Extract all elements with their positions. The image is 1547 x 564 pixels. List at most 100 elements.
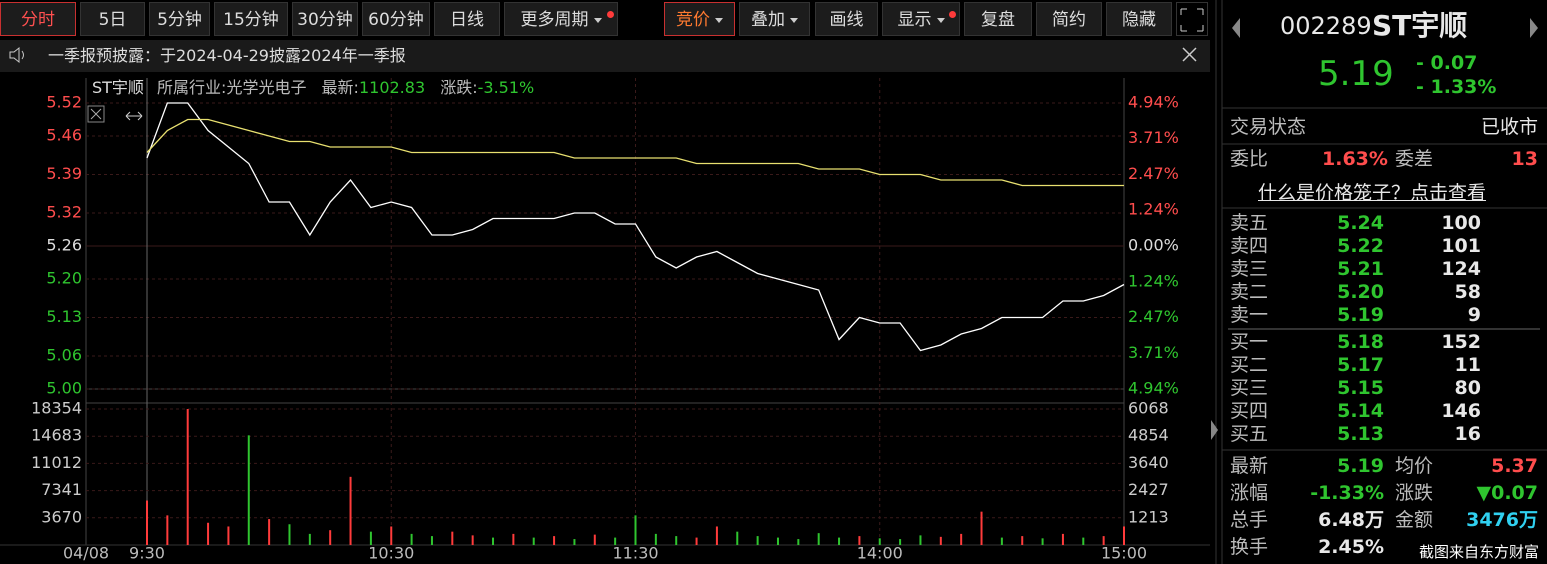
- volume-bar: [390, 526, 393, 545]
- info-latest: 1102.83: [358, 78, 426, 97]
- tab-button[interactable]: 更多周期: [504, 2, 618, 36]
- tool-button[interactable]: 画线: [815, 2, 878, 36]
- status-label: 交易状态: [1230, 116, 1307, 138]
- tool-button[interactable]: 竞价: [664, 2, 735, 36]
- volume-bar: [1041, 538, 1044, 545]
- tab-label: 更多周期: [520, 10, 589, 30]
- volume-bar: [471, 535, 474, 545]
- y2-tick-label: 3.71%: [1128, 343, 1179, 362]
- stock-change: - 0.07: [1416, 52, 1478, 74]
- book-level: 买一: [1230, 331, 1269, 353]
- volume-bar: [614, 537, 617, 545]
- tool-label: 画线: [829, 10, 864, 30]
- tab-button[interactable]: 5日: [80, 2, 145, 36]
- volume-bar: [207, 522, 210, 545]
- collapse-arrow[interactable]: [1211, 420, 1218, 440]
- volume-y2-tick-label: 2427: [1128, 480, 1169, 499]
- tab-label: 30分钟: [297, 10, 353, 30]
- volume-tick-label: 3670: [41, 507, 82, 526]
- stock-price: 5.19: [1318, 54, 1394, 94]
- volume-bar: [227, 526, 230, 545]
- prev-stock[interactable]: [1232, 18, 1240, 38]
- stat-value: 5.19: [1337, 455, 1384, 477]
- tool-label: 简约: [1052, 10, 1086, 30]
- volume-bar: [451, 531, 454, 545]
- volume-bar: [634, 515, 637, 545]
- volume-bar: [349, 476, 352, 545]
- speaker-icon: [9, 46, 24, 64]
- book-price: 5.17: [1337, 354, 1384, 376]
- close-overlay-icon[interactable]: [87, 105, 105, 123]
- notice-text: 一季报预披露：于2024-04-29披露2024年一季报: [48, 46, 406, 65]
- y2-tick-label: 4.94%: [1128, 93, 1179, 112]
- book-price: 5.19: [1337, 304, 1384, 326]
- tab-button[interactable]: 60分钟: [362, 2, 430, 36]
- tab-button[interactable]: 5分钟: [149, 2, 210, 36]
- book-volume: 101: [1441, 235, 1481, 257]
- stock-pct: - 1.33%: [1416, 76, 1497, 98]
- ratio-value: 1.63%: [1322, 148, 1388, 170]
- book-price: 5.24: [1337, 212, 1384, 234]
- price-cage-link[interactable]: 什么是价格笼子？点击查看: [1258, 182, 1487, 204]
- book-level: 买三: [1230, 377, 1269, 399]
- tool-button[interactable]: 隐藏: [1106, 2, 1172, 36]
- tab-button[interactable]: 15分钟: [214, 2, 288, 36]
- ratio-label: 委比: [1230, 148, 1269, 170]
- volume-bar: [654, 533, 657, 545]
- volume-bar: [410, 533, 413, 545]
- tab-button[interactable]: 30分钟: [292, 2, 358, 36]
- volume-bar: [329, 530, 332, 545]
- tool-label: 竞价: [676, 10, 710, 30]
- price-line: [146, 102, 1125, 352]
- tool-button[interactable]: 简约: [1036, 2, 1102, 36]
- volume-bar: [756, 536, 759, 545]
- volume-bar: [430, 536, 433, 545]
- stat-value: 2.45%: [1318, 536, 1384, 558]
- tab-button[interactable]: 分时: [0, 2, 76, 36]
- notice-close[interactable]: [1182, 47, 1197, 62]
- dropdown-arrow: [715, 17, 723, 23]
- book-price: 5.20: [1337, 281, 1384, 303]
- dropdown-arrow: [936, 17, 945, 23]
- dropdown-arrow: [790, 17, 798, 23]
- resize-icon[interactable]: [125, 111, 143, 121]
- volume-bar: [512, 533, 515, 545]
- x-tick-label: 9:30: [129, 544, 165, 563]
- book-price: 5.15: [1337, 377, 1384, 399]
- y2-tick-label: 2.47%: [1128, 164, 1179, 183]
- book-volume: 16: [1454, 423, 1481, 445]
- volume-bar: [532, 537, 535, 545]
- close-overlay-x: [90, 108, 102, 120]
- info-change: -3.51%: [477, 78, 535, 97]
- stat-label: 涨幅: [1230, 482, 1269, 504]
- tool-button[interactable]: 显示: [882, 2, 960, 36]
- volume-bar: [919, 535, 922, 545]
- info-label: 涨跌:: [440, 78, 478, 97]
- volume-bar: [675, 536, 678, 545]
- y-tick-label: 5.20: [46, 269, 82, 288]
- average-line: [146, 118, 1124, 187]
- volume-tick-label: 11012: [31, 453, 82, 472]
- x-tick-label: 10:30: [368, 544, 414, 563]
- y-tick-label: 5.52: [46, 93, 82, 112]
- stock-name: ST宇顺: [1372, 9, 1468, 42]
- info-industry: 光学光电子: [226, 78, 307, 97]
- fullscreen-icon[interactable]: [1180, 8, 1204, 32]
- x-tick-label: 04/08: [63, 544, 109, 563]
- stat-label: 总手: [1230, 509, 1269, 531]
- next-stock[interactable]: [1530, 18, 1538, 38]
- stat-label: 换手: [1230, 536, 1269, 558]
- stat-value: 3476万: [1466, 509, 1538, 531]
- y-tick-label: 5.32: [46, 203, 82, 222]
- book-level: 卖一: [1230, 304, 1269, 326]
- fullscreen-button[interactable]: [1176, 2, 1208, 36]
- diff-value: 13: [1511, 148, 1538, 170]
- y-tick-label: 5.39: [46, 164, 82, 183]
- x-tick-label: 15:00: [1101, 544, 1147, 563]
- volume-bar: [492, 537, 495, 545]
- tool-button[interactable]: 叠加: [739, 2, 810, 36]
- tab-button[interactable]: 日线: [434, 2, 500, 36]
- tool-button[interactable]: 复盘: [964, 2, 1032, 36]
